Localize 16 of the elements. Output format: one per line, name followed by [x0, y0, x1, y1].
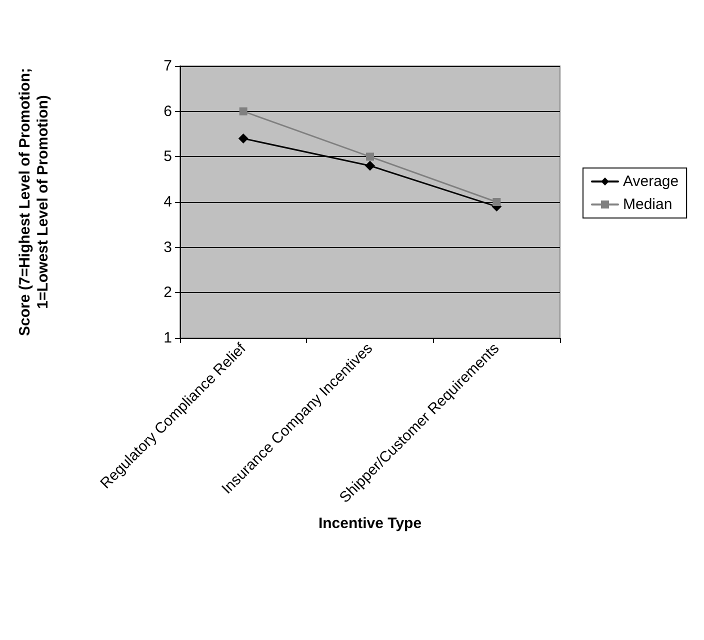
point: [365, 160, 375, 171]
point: [366, 152, 374, 161]
point: [239, 107, 248, 116]
legend-label: Median: [623, 196, 672, 213]
point: [492, 198, 501, 206]
y-axis-title: Score (7=Highest Level of Promotion; 1=Lowest Level of Promotion): [16, 68, 52, 336]
y-tick-label: 7: [164, 58, 172, 74]
legend-label: Average: [623, 173, 679, 190]
y-tick-label: 4: [164, 194, 172, 210]
y-tick-label: 2: [164, 284, 172, 302]
y-tick-label: 3: [164, 238, 172, 256]
y-tick-label: 6: [164, 102, 172, 120]
x-axis-title: Incentive Type: [318, 515, 422, 532]
y-tick-label: 5: [164, 148, 172, 166]
point: [238, 134, 248, 144]
y-tick-label: 1: [164, 330, 172, 346]
